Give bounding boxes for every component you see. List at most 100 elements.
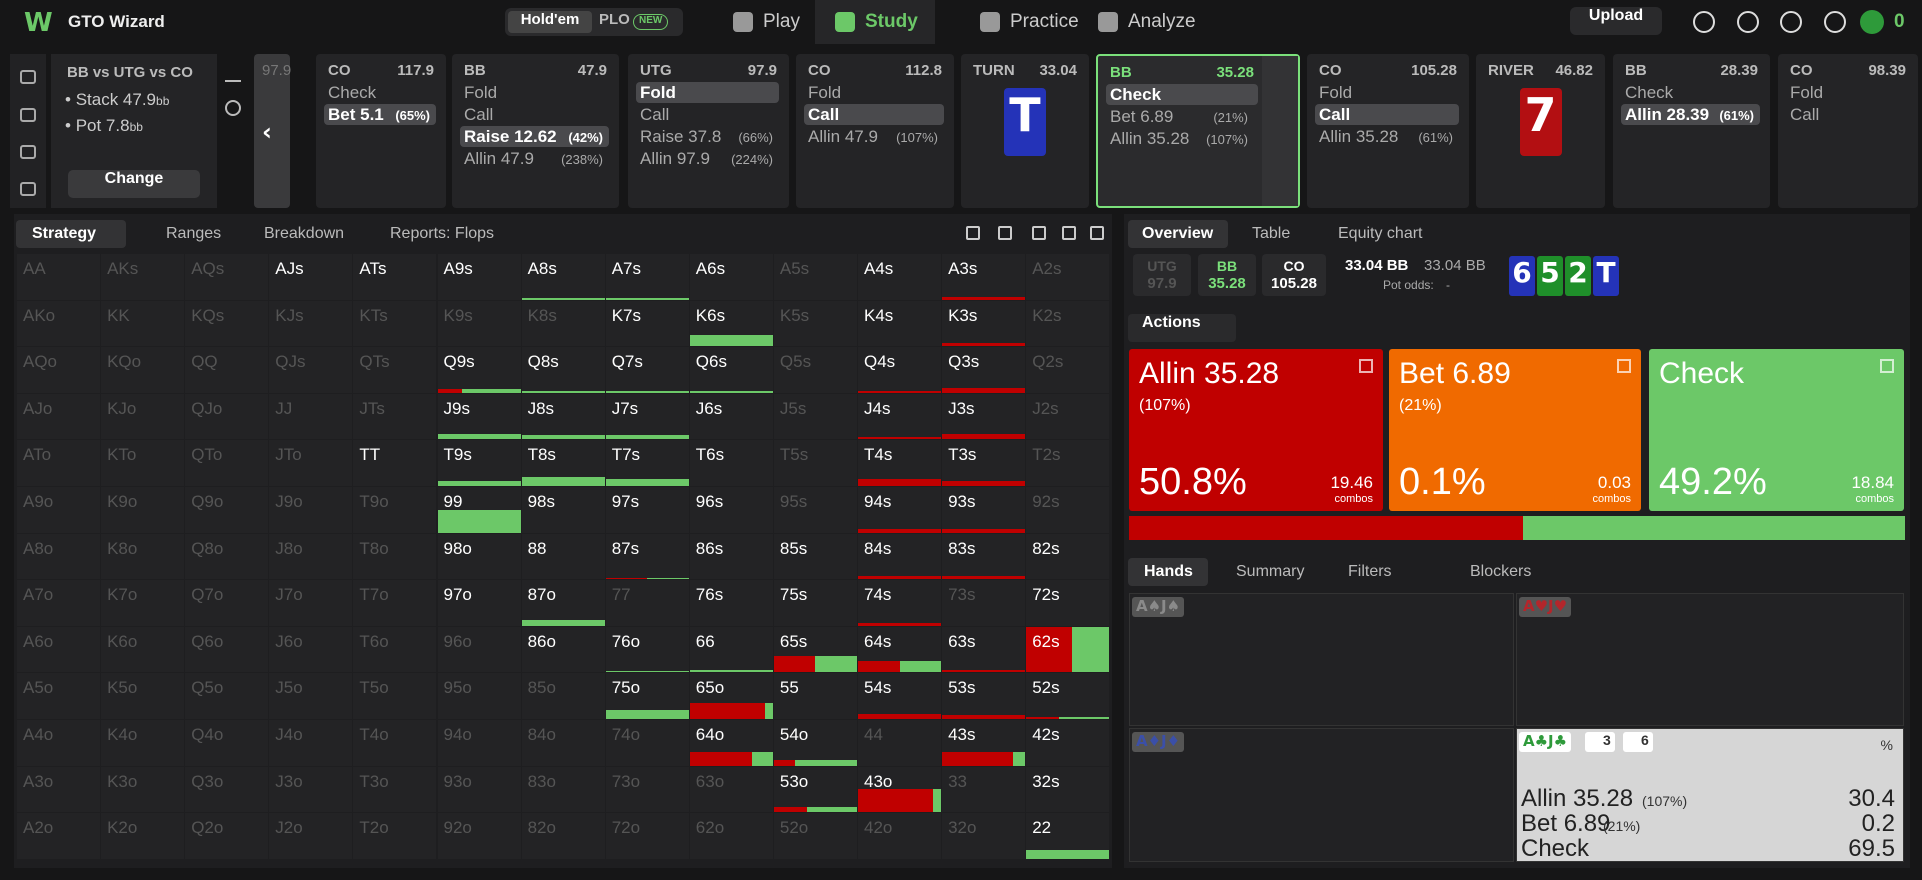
hand-cell[interactable]: K7o bbox=[101, 580, 185, 626]
hand-cell[interactable]: A2o bbox=[17, 813, 101, 859]
hand-cell[interactable]: T4o bbox=[353, 720, 437, 766]
hand-cell[interactable]: AJo bbox=[17, 393, 101, 440]
hand-cell[interactable]: A6o bbox=[17, 626, 101, 673]
hand-cell[interactable]: 72s bbox=[1026, 580, 1110, 626]
hand-cell[interactable]: 96s bbox=[689, 487, 773, 533]
hand-cell[interactable]: ATo bbox=[17, 440, 101, 486]
hand-cell[interactable]: 86s bbox=[689, 533, 773, 580]
hand-cell[interactable]: Q4s bbox=[858, 347, 942, 393]
hand-cell[interactable]: QJo bbox=[185, 393, 269, 440]
hand-cell[interactable]: JTs bbox=[353, 393, 437, 440]
action-option[interactable] bbox=[636, 82, 779, 103]
hand-cell[interactable]: 85o bbox=[521, 673, 605, 719]
hand-cell[interactable]: 94s bbox=[858, 487, 942, 533]
hand-cell[interactable]: T2s bbox=[1026, 440, 1110, 486]
hand-cell[interactable]: Q6s bbox=[689, 347, 773, 393]
hand-quadrant[interactable]: A♥J♥ bbox=[1516, 593, 1904, 726]
action-card[interactable]: 97.9 ‹ bbox=[254, 54, 291, 208]
hand-cell[interactable]: J4o bbox=[269, 720, 353, 766]
hand-cell[interactable]: 42s bbox=[1026, 720, 1110, 766]
hand-cell[interactable]: Q8o bbox=[185, 533, 269, 580]
hand-cell[interactable]: K8o bbox=[101, 533, 185, 580]
hand-cell[interactable]: 52s bbox=[1026, 673, 1110, 719]
hand-cell[interactable]: T7s bbox=[605, 440, 689, 486]
hand-cell[interactable]: T8s bbox=[521, 440, 605, 486]
strategy-tab[interactable]: Strategy bbox=[32, 225, 97, 242]
hand-cell[interactable]: JJ bbox=[269, 393, 353, 440]
hand-cell[interactable]: 53o bbox=[773, 766, 857, 813]
hand-cell[interactable]: 84o bbox=[521, 720, 605, 766]
hand-cell[interactable]: 97s bbox=[605, 487, 689, 533]
hand-cell[interactable]: A2s bbox=[1026, 254, 1110, 300]
nav-tab[interactable]: Play bbox=[763, 11, 800, 32]
action-option[interactable] bbox=[324, 104, 436, 125]
hand-cell[interactable]: Q7o bbox=[185, 580, 269, 626]
hand-cell[interactable]: 54o bbox=[773, 720, 857, 766]
hand-cell[interactable]: Q3s bbox=[942, 347, 1026, 393]
hand-cell[interactable]: 74s bbox=[858, 580, 942, 626]
hand-cell[interactable]: T9s bbox=[437, 440, 521, 486]
hand-cell[interactable]: 64o bbox=[689, 720, 773, 766]
actions-menu[interactable]: Actions bbox=[1128, 314, 1236, 342]
hand-cell[interactable]: 86o bbox=[521, 626, 605, 673]
hand-cell[interactable]: QTo bbox=[185, 440, 269, 486]
hand-cell[interactable]: K6s bbox=[689, 300, 773, 347]
hand-cell[interactable]: A4s bbox=[858, 254, 942, 300]
hand-cell[interactable]: J7o bbox=[269, 580, 353, 626]
hand-cell[interactable]: 62o bbox=[689, 813, 773, 859]
action-box[interactable]: Check 49.2% 18.84 combos bbox=[1649, 349, 1904, 511]
hand-cell[interactable]: J4s bbox=[858, 393, 942, 440]
hand-cell[interactable]: 93o bbox=[437, 766, 521, 813]
hand-cell[interactable]: Q8s bbox=[521, 347, 605, 393]
hand-cell[interactable]: K2s bbox=[1026, 300, 1110, 347]
hand-cell[interactable]: 76s bbox=[689, 580, 773, 626]
hand-cell[interactable]: 42o bbox=[858, 813, 942, 859]
mode-plo[interactable]: PLO bbox=[599, 11, 630, 28]
hand-cell[interactable]: K6o bbox=[101, 626, 185, 673]
hand-cell[interactable]: 82s bbox=[1026, 533, 1110, 580]
hand-cell[interactable]: J6o bbox=[269, 626, 353, 673]
hand-cell[interactable]: 65s bbox=[773, 626, 857, 673]
hand-cell[interactable]: J5o bbox=[269, 673, 353, 719]
action-box[interactable]: Allin 35.28 (107%) 50.8% 19.46 combos bbox=[1129, 349, 1383, 511]
action-card[interactable]: UTG 97.9 Fold Call Raise 37.8 (66%) Allin 97.9… bbox=[628, 54, 789, 208]
hand-cell[interactable]: Q9s bbox=[437, 347, 521, 393]
hand-cell[interactable]: Q4o bbox=[185, 720, 269, 766]
hand-cell[interactable]: Q6o bbox=[185, 626, 269, 673]
hand-cell[interactable]: T2o bbox=[353, 813, 437, 859]
hand-cell[interactable]: A7s bbox=[605, 254, 689, 300]
hand-cell[interactable]: T9o bbox=[353, 487, 437, 533]
overview-tab[interactable]: Overview bbox=[1142, 225, 1214, 242]
hand-cell[interactable]: Q9o bbox=[185, 487, 269, 533]
hand-cell[interactable]: A8s bbox=[521, 254, 605, 300]
hand-cell[interactable]: T3o bbox=[353, 766, 437, 813]
hand-cell[interactable]: AKs bbox=[101, 254, 185, 300]
nav-tab[interactable]: Study bbox=[865, 11, 918, 32]
hand-cell[interactable]: A7o bbox=[17, 580, 101, 626]
hand-cell[interactable]: K5s bbox=[773, 300, 857, 347]
hand-cell[interactable]: 63s bbox=[942, 626, 1026, 673]
strategy-tab[interactable]: Reports: Flops bbox=[390, 225, 495, 242]
hand-cell[interactable]: K7s bbox=[605, 300, 689, 347]
hand-cell[interactable]: 84s bbox=[858, 533, 942, 580]
hand-cell[interactable]: K3s bbox=[942, 300, 1026, 347]
hand-cell[interactable]: Q3o bbox=[185, 766, 269, 813]
hand-cell[interactable]: K2o bbox=[101, 813, 185, 859]
hand-cell[interactable]: KK bbox=[101, 300, 185, 347]
hand-cell[interactable]: K5o bbox=[101, 673, 185, 719]
action-card[interactable]: CO 105.28 Fold Call Allin 35.28 (61%) bbox=[1307, 54, 1469, 208]
hand-cell[interactable]: KQs bbox=[185, 300, 269, 347]
hand-cell[interactable]: J2o bbox=[269, 813, 353, 859]
nav-tab[interactable]: Analyze bbox=[1128, 11, 1196, 32]
hand-cell[interactable]: T7o bbox=[353, 580, 437, 626]
hand-cell[interactable]: 22 bbox=[1026, 813, 1110, 859]
hand-cell[interactable]: JTo bbox=[269, 440, 353, 486]
hand-cell[interactable]: 43o bbox=[858, 766, 942, 813]
hand-cell[interactable]: A4o bbox=[17, 720, 101, 766]
hand-cell[interactable]: A9s bbox=[437, 254, 521, 300]
hand-cell[interactable]: 77 bbox=[605, 580, 689, 626]
hand-cell[interactable]: 53s bbox=[942, 673, 1026, 719]
hand-cell[interactable]: 64s bbox=[858, 626, 942, 673]
hand-quadrant[interactable]: A♦J♦ bbox=[1129, 728, 1514, 862]
hand-cell[interactable]: T6s bbox=[689, 440, 773, 486]
